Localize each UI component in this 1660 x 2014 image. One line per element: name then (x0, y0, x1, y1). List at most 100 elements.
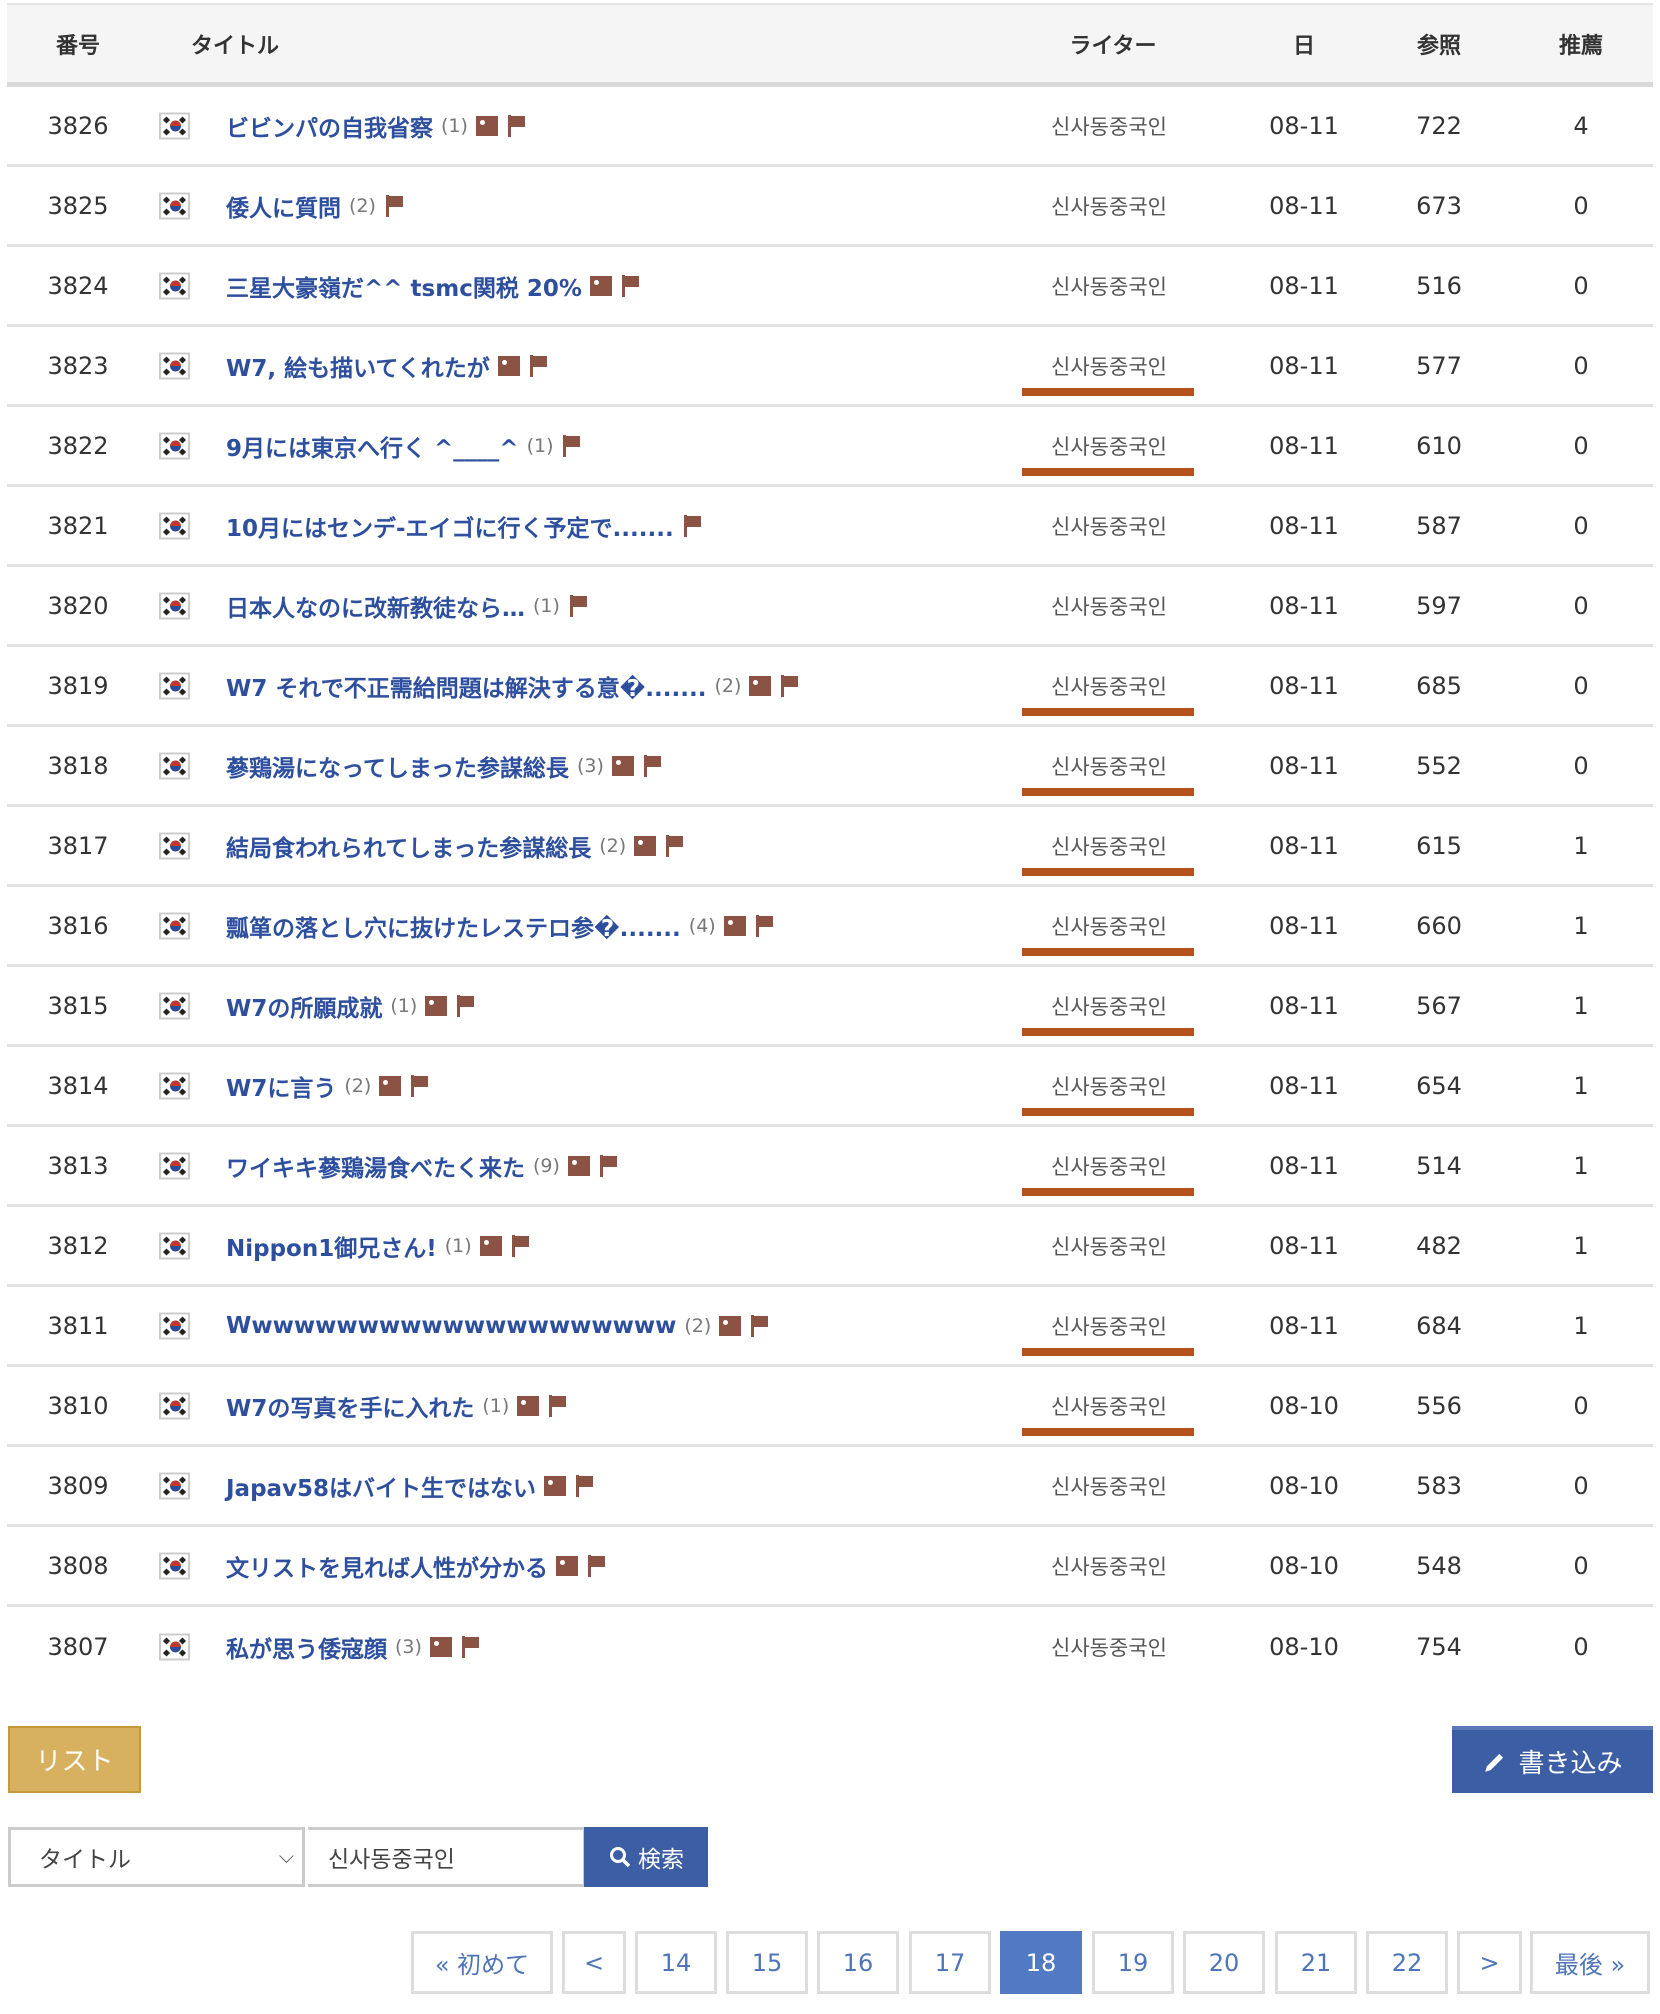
page-last[interactable]: 最後 » (1530, 1931, 1650, 1994)
report-flag-icon[interactable] (547, 1394, 567, 1417)
post-writer[interactable]: 신사동중국인 (1051, 114, 1167, 139)
page-16[interactable]: 16 (817, 1931, 899, 1994)
report-flag-icon[interactable] (574, 1474, 594, 1497)
post-title-link[interactable]: 倭人に質問 (226, 195, 341, 222)
post-writer[interactable]: 신사동중국인 (1051, 914, 1167, 939)
page-first[interactable]: « 初めて (411, 1931, 553, 1994)
page-next[interactable]: > (1457, 1931, 1522, 1994)
report-flag-icon[interactable] (754, 914, 774, 937)
report-flag-icon[interactable] (779, 674, 799, 697)
page-18[interactable]: 18 (1000, 1931, 1082, 1994)
post-writer[interactable]: 신사동중국인 (1051, 514, 1167, 539)
image-icon (611, 755, 634, 776)
post-number: 3809 (47, 1471, 109, 1500)
comment-count: (1) (482, 1394, 510, 1417)
report-flag-icon[interactable] (506, 114, 526, 137)
post-title-link[interactable]: ワイキキ蔘鶏湯食べたく来た (226, 1155, 525, 1182)
post-writer[interactable]: 신사동중국인 (1051, 1636, 1167, 1660)
korea-flag-icon (159, 352, 190, 379)
post-title-link[interactable]: 結局食われられてしまった参謀総長 (226, 835, 592, 862)
post-recommend: 1 (1573, 831, 1589, 860)
post-title-link[interactable]: 日本人なのに改新教徒なら… (226, 595, 525, 622)
report-flag-icon[interactable] (586, 1554, 606, 1577)
post-writer[interactable]: 신사동중국인 (1051, 354, 1167, 379)
post-title-link[interactable]: ビビンパの自我省察 (226, 115, 433, 142)
post-title-link[interactable]: 三星大豪嶺だ^^ tsmc関税 20% (226, 275, 582, 302)
report-flag-icon[interactable] (642, 754, 662, 777)
post-title-link[interactable]: 9月には東京へ行く ^____^ (226, 435, 519, 462)
table-row: 3810 W7の写真を手に入れた (1) 신사동중국인 08-10 556 0 (7, 1367, 1653, 1447)
search-input[interactable] (308, 1827, 586, 1887)
post-writer[interactable]: 신사동중국인 (1051, 1554, 1167, 1579)
page-14[interactable]: 14 (635, 1931, 717, 1994)
report-flag-icon[interactable] (510, 1234, 530, 1257)
post-title-link[interactable]: 10月にはセンデ-エイゴに行く予定で....... (226, 515, 674, 542)
list-button[interactable]: リスト (8, 1726, 141, 1793)
page-19[interactable]: 19 (1092, 1931, 1174, 1994)
table-row: 3817 結局食われられてしまった参謀総長 (2) 신사동중국인 08-11 61… (7, 807, 1653, 887)
report-flag-icon[interactable] (682, 514, 702, 537)
report-flag-icon[interactable] (664, 834, 684, 857)
post-title-link[interactable]: Wwwwwwwwwwwwwwwwwwwww (226, 1312, 677, 1339)
report-flag-icon[interactable] (749, 1314, 769, 1337)
post-date: 08-11 (1269, 1311, 1339, 1340)
post-title-link[interactable]: Japav58はバイト生ではない (226, 1475, 537, 1502)
post-writer[interactable]: 신사동중국인 (1051, 1394, 1167, 1419)
writer-highlight-bar (1022, 948, 1194, 956)
post-writer[interactable]: 신사동중국인 (1051, 1314, 1167, 1339)
post-title-link[interactable]: W7, 絵も描いてくれたが (226, 355, 490, 382)
post-recommend: 0 (1573, 511, 1589, 540)
report-flag-icon[interactable] (568, 594, 588, 617)
report-flag-icon[interactable] (620, 274, 640, 297)
page-22[interactable]: 22 (1366, 1931, 1448, 1994)
korea-flag-icon (159, 1152, 190, 1179)
header-recommend: 推薦 (1558, 33, 1604, 59)
search-field-select[interactable]: タイトル ⌵ (8, 1827, 305, 1887)
table-row: 3816 瓢箪の落とし穴に抜けたレステロ参�....... (4) 신사동중국인 … (7, 887, 1653, 967)
post-writer[interactable]: 신사동중국인 (1051, 434, 1167, 459)
page-prev[interactable]: < (562, 1931, 626, 1994)
post-title-link[interactable]: Nippon1御兄さん! (226, 1235, 437, 1262)
post-writer[interactable]: 신사동중국인 (1051, 1234, 1167, 1259)
post-title-link[interactable]: 文リストを見れば人性が分かる (226, 1555, 548, 1582)
post-writer[interactable]: 신사동중국인 (1051, 274, 1167, 299)
report-flag-icon[interactable] (384, 194, 404, 217)
post-writer[interactable]: 신사동중국인 (1051, 594, 1167, 619)
page-17[interactable]: 17 (909, 1931, 991, 1994)
page-15[interactable]: 15 (726, 1931, 808, 1994)
image-icon (723, 915, 746, 936)
post-title-cell: W7に言う (2) (226, 1069, 429, 1103)
page-21[interactable]: 21 (1275, 1931, 1357, 1994)
report-flag-icon[interactable] (528, 354, 548, 377)
post-title-link[interactable]: 瓢箪の落とし穴に抜けたレステロ参�....... (226, 915, 681, 942)
image-icon (425, 995, 448, 1016)
post-title-link[interactable]: 私が思う倭寇顔 (226, 1637, 387, 1663)
post-recommend: 1 (1573, 1311, 1589, 1340)
post-writer[interactable]: 신사동중국인 (1051, 1474, 1167, 1499)
post-number: 3816 (47, 911, 109, 940)
post-title-link[interactable]: W7の所願成就 (226, 995, 383, 1022)
post-writer[interactable]: 신사동중국인 (1051, 754, 1167, 779)
post-writer[interactable]: 신사동중국인 (1051, 194, 1167, 219)
post-recommend: 0 (1573, 1471, 1589, 1500)
post-writer[interactable]: 신사동중국인 (1051, 674, 1167, 699)
post-date: 08-11 (1269, 1071, 1339, 1100)
writer-highlight-bar (1022, 388, 1194, 396)
report-flag-icon[interactable] (598, 1154, 618, 1177)
search-button[interactable]: 検索 (584, 1827, 708, 1887)
post-title-link[interactable]: 蔘鶏湯になってしまった参謀総長 (226, 755, 569, 782)
report-flag-icon[interactable] (455, 994, 475, 1017)
post-title-link[interactable]: W7の写真を手に入れた (226, 1395, 475, 1422)
write-button[interactable]: 書き込み (1452, 1726, 1653, 1793)
post-writer[interactable]: 신사동중국인 (1051, 994, 1167, 1019)
post-writer[interactable]: 신사동중국인 (1051, 1074, 1167, 1099)
post-writer[interactable]: 신사동중국인 (1051, 1154, 1167, 1179)
post-writer[interactable]: 신사동중국인 (1051, 834, 1167, 859)
report-flag-icon[interactable] (561, 434, 581, 457)
page-20[interactable]: 20 (1183, 1931, 1265, 1994)
comment-count: (1) (441, 114, 468, 137)
post-title-link[interactable]: W7 それで不正需給問題は解決する意�....... (226, 675, 707, 702)
report-flag-icon[interactable] (460, 1636, 480, 1658)
report-flag-icon[interactable] (409, 1074, 429, 1097)
post-title-link[interactable]: W7に言う (226, 1075, 337, 1102)
